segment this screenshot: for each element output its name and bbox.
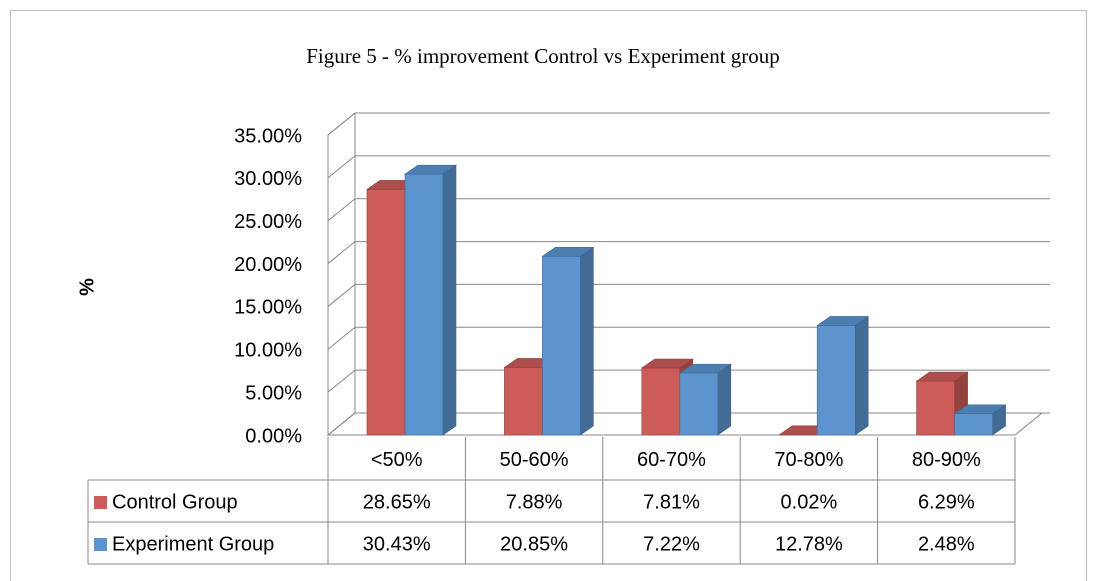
table-value: 0.02% [781,491,838,513]
bar-face [916,380,955,436]
legend-swatch [94,538,107,551]
bar-face [954,413,993,436]
y-tick-label: 30.00% [234,168,302,190]
table-value: 7.88% [506,491,563,513]
table-value: 2.48% [918,533,975,555]
table-value: 20.85% [500,533,568,555]
bar-face [816,325,856,436]
bar-face [641,367,681,436]
bar [678,363,732,436]
y-tick-label: 0.00% [245,425,302,447]
table-value: 12.78% [775,533,843,555]
y-tick-label: 35.00% [234,125,302,147]
legend-swatch [94,496,107,509]
legend-label: Experiment Group [112,533,274,555]
y-axis-label: % [76,278,98,296]
table-value: 6.29% [918,491,975,513]
grid-line [327,283,1050,307]
bar [404,164,457,436]
grid-line [327,155,1050,179]
bar-face [504,367,543,436]
table-value: 7.22% [643,533,700,555]
grid-line [327,198,1050,222]
chart-title: Figure 5 - % improvement Control vs Expe… [306,44,780,68]
table-value: 30.43% [363,533,431,555]
chart-border [10,10,1087,581]
grid-line [327,112,1050,136]
bar-face [580,246,594,436]
y-tick-label: 15.00% [234,297,302,319]
bar-face [854,315,869,436]
legend-label: Control Group [112,491,238,513]
bar-face [404,173,444,436]
bar-face [717,363,732,436]
category-label: 50-60% [500,449,569,471]
bar [541,246,595,436]
table-grid [87,437,1016,565]
bar-face [679,372,719,436]
category-label: <50% [371,449,423,471]
bar-face [542,255,581,436]
y-tick-label: 5.00% [245,382,302,404]
bar [816,315,870,436]
category-label: 70-80% [774,449,843,471]
bar [953,404,1007,436]
y-tick-label: 10.00% [234,340,302,362]
side-wall [327,111,356,437]
bar-face [442,164,457,436]
category-label: 60-70% [637,449,706,471]
category-label: 80-90% [912,449,981,471]
table-value: 7.81% [643,491,700,513]
table-value: 28.65% [363,491,431,513]
y-tick-label: 25.00% [234,211,302,233]
bar-face [366,189,406,436]
y-tick-label: 20.00% [234,254,302,276]
grid-line [327,241,1050,264]
